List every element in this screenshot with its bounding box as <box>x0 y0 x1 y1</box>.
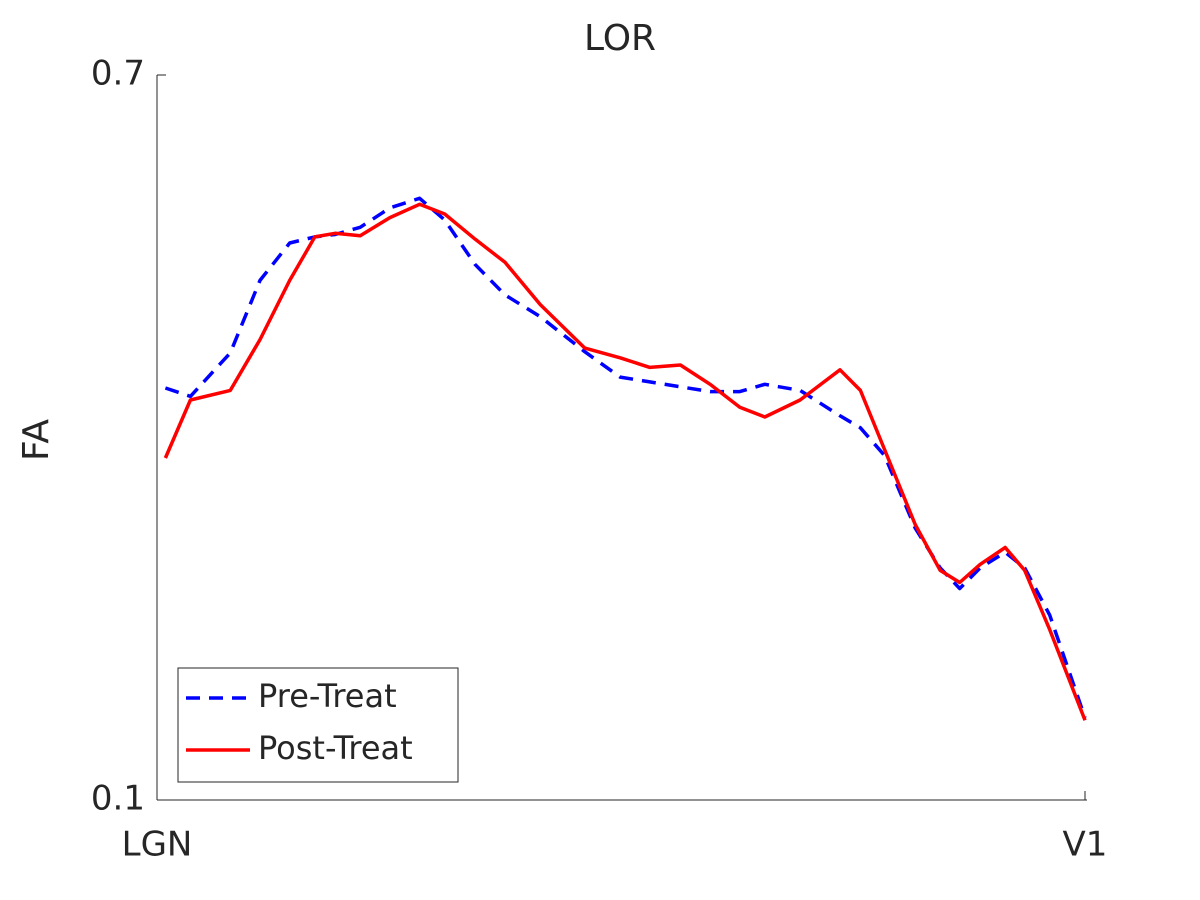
y-tick-label: 0.1 <box>91 779 145 819</box>
data-line <box>164 196 1087 719</box>
x-tick-label: V1 <box>1063 825 1108 865</box>
legend-label: Pre-Treat <box>258 677 397 715</box>
legend-box <box>177 667 459 783</box>
y-axis-label: FA <box>16 419 57 461</box>
chart-title: LOR <box>584 18 656 59</box>
data-line <box>163 202 1087 721</box>
y-tick-label: 0.7 <box>91 54 145 94</box>
x-tick-label: LGN <box>122 825 193 865</box>
legend-label: Post-Treat <box>258 729 413 767</box>
